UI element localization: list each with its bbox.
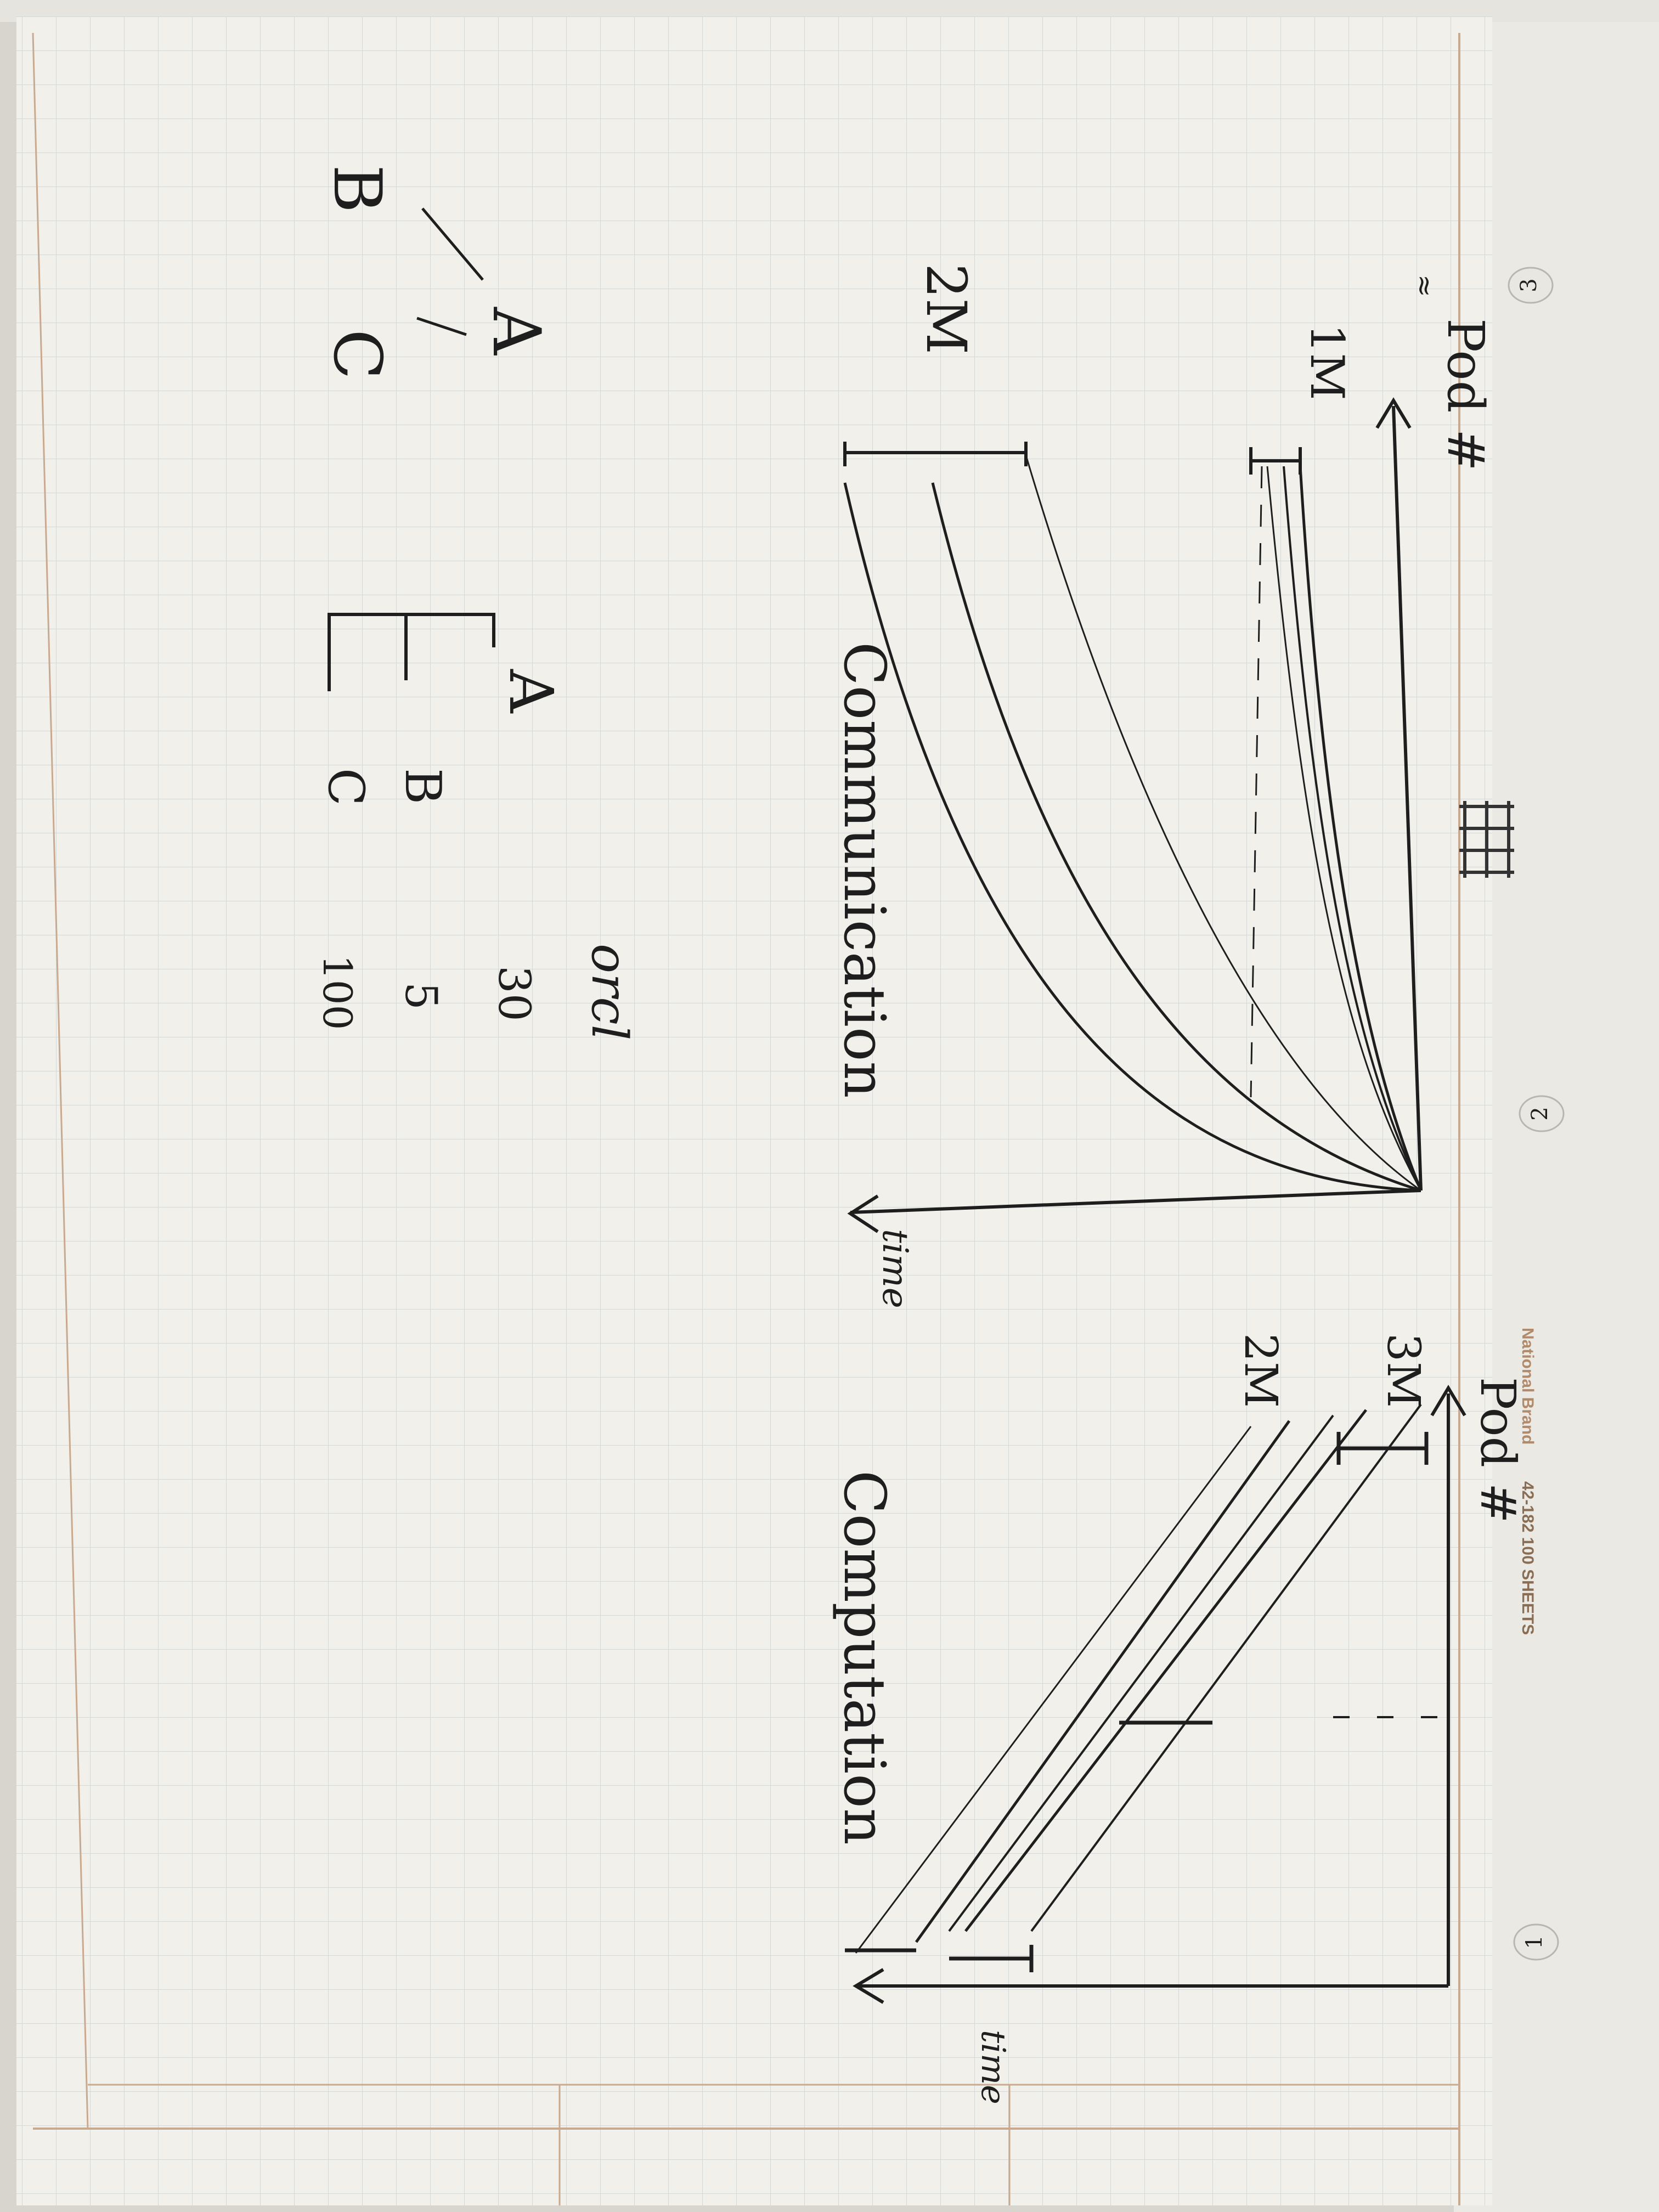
comm-y-axis [850, 1189, 1421, 1214]
comp-x-axis-arrow [1430, 1385, 1466, 1417]
comp-curve-label-3m: 3M [1377, 1333, 1429, 1408]
comm-endpoint-brackets [843, 442, 1302, 475]
svg-text:1: 1 [1522, 1935, 1547, 1949]
pad-brand-label: National Brand 42-182 100 SHEETS [1519, 1328, 1537, 1635]
table-value-30: 30 [489, 966, 540, 1022]
tree-diagram: A B C [319, 165, 554, 380]
tree-root: A [478, 307, 554, 356]
computation-plot: Pod # time 3M 2M Computation [831, 1333, 1526, 2104]
brand-product: 42-182 100 SHEETS [1519, 1481, 1537, 1635]
comm-dashed-guide [1250, 466, 1263, 1098]
corner-mark: ≈ [1409, 274, 1441, 297]
comp-caption: Computation [831, 1470, 898, 1845]
comp-y-axis-label: time [974, 2030, 1012, 2104]
comp-line-5 [855, 1426, 1252, 1954]
comp-x-axis-label: Pod # [1470, 1377, 1526, 1523]
comp-endpoint-brackets [845, 1432, 1429, 1972]
paper-sheet [16, 16, 1492, 2205]
comm-curve-6 [843, 482, 1421, 1192]
hierarchy-child-b: B [394, 768, 452, 804]
page-marker-1: 1 [1513, 1923, 1559, 1961]
comp-curve-label-2m: 2M [1234, 1333, 1286, 1408]
comm-x-axis-arrow [1375, 397, 1412, 429]
comm-curve-3 [1266, 466, 1422, 1191]
grid-clip-icon [1459, 801, 1514, 878]
comp-line-2 [964, 1409, 1367, 1932]
page-marker-3: 3 [1508, 267, 1554, 304]
comm-curve-1 [1299, 466, 1423, 1191]
comm-caption: Communication [831, 642, 898, 1098]
tree-child-b: B [319, 165, 395, 213]
table-value-100: 100 [314, 955, 360, 1030]
comm-curve-label-1m: 1M [1300, 324, 1354, 400]
svg-text:2: 2 [1527, 1107, 1553, 1120]
comm-y-axis-arrow [847, 1194, 879, 1233]
hierarchy-diagram: A B C [317, 613, 566, 806]
tree-child-c: C [319, 329, 395, 380]
table-value-5: 5 [396, 982, 447, 1010]
comp-lines [855, 1403, 1437, 1954]
comp-y-axis-arrow [853, 1968, 884, 2004]
table-header: orcl [580, 944, 638, 1040]
comm-x-axis [1392, 405, 1423, 1191]
comp-line-1 [1030, 1403, 1422, 1932]
comm-curve-4 [1025, 455, 1421, 1192]
comm-curve-2 [1283, 466, 1422, 1191]
hierarchy-bracket [328, 613, 495, 691]
comm-x-axis-label: Pod # [1436, 318, 1495, 471]
tree-edge-c [416, 317, 467, 336]
comm-y-axis-label: time [874, 1229, 915, 1308]
comm-curves [843, 455, 1423, 1192]
margin-line [32, 32, 89, 2129]
brand-logo: National Brand [1519, 1328, 1537, 1444]
page-marker-2: 2 [1519, 1095, 1565, 1132]
hierarchy-root: A [496, 669, 566, 714]
svg-text:3: 3 [1516, 278, 1542, 292]
comm-curve-label-2m: 2M [914, 263, 978, 354]
hierarchy-child-c: C [317, 768, 375, 806]
comp-line-3 [948, 1414, 1334, 1932]
comp-line-4 [915, 1420, 1291, 1943]
comm-curve-5 [931, 482, 1421, 1192]
tree-edge-b [421, 207, 484, 281]
value-table: orcl 30 5 100 [314, 944, 638, 1040]
communication-plot: Pod # time 1M 2M Communication [831, 263, 1495, 1308]
